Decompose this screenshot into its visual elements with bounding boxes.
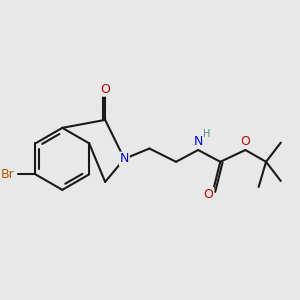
Text: O: O [100, 83, 110, 96]
Text: O: O [203, 188, 213, 201]
Text: H: H [203, 129, 211, 139]
Text: Br: Br [1, 168, 14, 181]
Text: N: N [194, 135, 203, 148]
Text: N: N [120, 152, 129, 165]
Text: O: O [240, 135, 250, 148]
